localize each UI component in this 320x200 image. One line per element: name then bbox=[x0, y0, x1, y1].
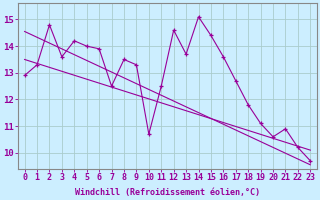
X-axis label: Windchill (Refroidissement éolien,°C): Windchill (Refroidissement éolien,°C) bbox=[75, 188, 260, 197]
